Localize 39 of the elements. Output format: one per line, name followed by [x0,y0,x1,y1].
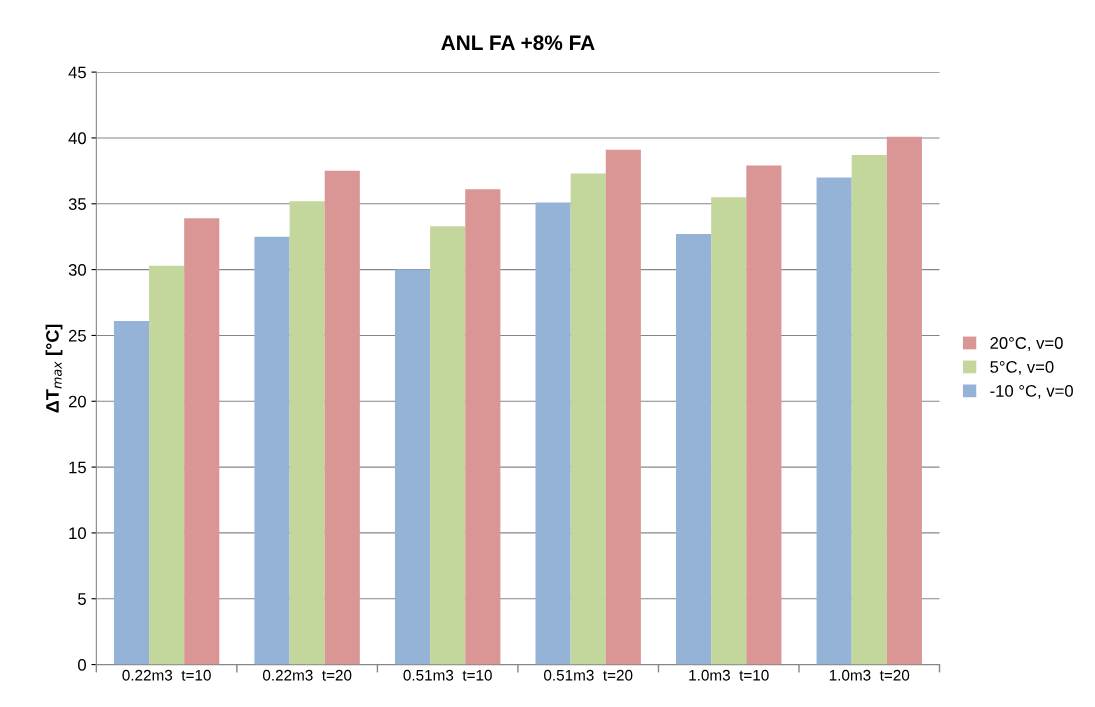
y-tick-label: 35 [68,198,86,210]
legend-label: 5°C, v=0 [990,361,1054,375]
x-tick-label: 1.0m3 t=20 [829,669,910,681]
y-tick-label: 30 [68,264,86,276]
bar [289,201,325,665]
y-tick-label: 20 [68,395,86,408]
x-tick-label: 0.22m3 t=20 [262,669,352,681]
y-tick-label: 25 [68,329,86,342]
bar [851,155,887,665]
bar [430,226,466,665]
bar [149,265,185,665]
x-tick-label: 0.51m3 t=10 [403,669,492,681]
bar [816,177,852,665]
y-tick-label: 40 [68,132,86,145]
bar [324,170,360,665]
y-tick-label: 0 [78,658,86,671]
bar [254,236,290,665]
bar [113,320,150,665]
bar [394,269,431,665]
bar [605,149,641,665]
bar [886,136,922,665]
bar [535,202,571,665]
y-tick-label: 15 [69,461,86,474]
bar [746,165,782,665]
y-axis-title: ΔT$_{max}$ [°C] [45,324,63,413]
bar [676,234,712,665]
legend-label: -10 °C, v=0 [990,385,1073,399]
y-tick-label: 45 [68,66,86,79]
legend-label: 20°C, v=0 [990,337,1063,351]
bar [570,173,606,665]
bar [465,189,501,665]
x-tick-label: 0.22m3 t=10 [122,669,211,681]
y-tick-label: 10 [69,527,86,540]
x-tick-label: 0.51m3 t=20 [543,669,633,681]
x-tick-label: 1.0m3 t=10 [689,669,769,681]
bar [711,197,747,665]
chart-title: ANL FA +8% FA [441,35,595,51]
bar [184,218,220,665]
y-tick-label: 5 [78,593,86,605]
